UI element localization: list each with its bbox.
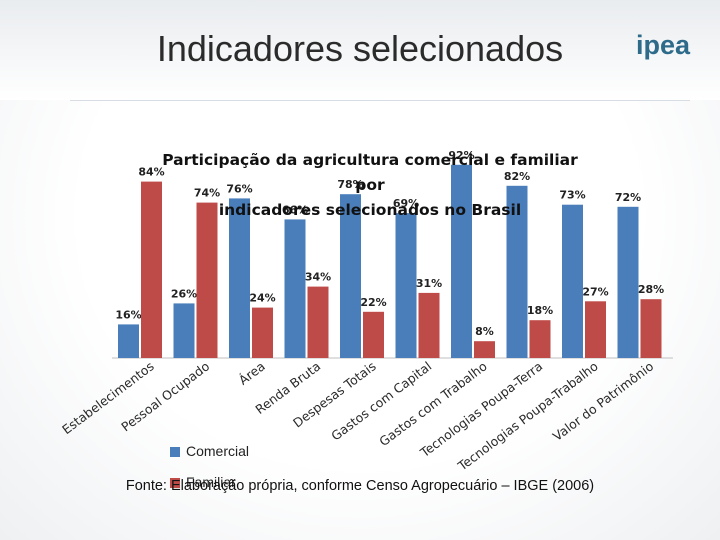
bar-familiar [585,301,606,358]
data-label: 92% [448,149,474,162]
legend-swatch-comercial [170,447,180,458]
header-divider [70,100,690,101]
legend-swatch-familiar [170,478,180,489]
bar-familiar [418,292,440,358]
data-label: 66% [282,203,308,216]
bar-familiar [252,307,273,358]
category-label: Valor do Patrimônio [550,358,656,443]
data-label: 72% [615,191,641,204]
data-label: 78% [337,178,363,191]
category-label: Área [236,358,268,387]
bar-comercial [395,213,417,358]
data-label: 84% [138,166,164,179]
bar-comercial [284,219,306,358]
category-label: Gastos com Capital [328,358,434,443]
ipea-logo: ipea [636,30,696,70]
bar-familiar [196,202,218,358]
bar-familiar [640,299,662,358]
chart-title-line2: indicadores selecionados no Brasil [218,201,522,219]
legend-label-comercial: Comercial [186,443,250,459]
bar-comercial [173,303,195,358]
data-label: 76% [226,182,252,195]
header-band [0,0,720,100]
data-label: 74% [194,187,220,200]
bar-familiar [529,320,551,358]
bar-familiar [307,286,329,358]
data-label: 18% [527,304,553,317]
bar-comercial [451,164,472,358]
bar-comercial [562,204,583,358]
data-label: 73% [559,189,585,202]
data-label: 22% [360,296,386,309]
bar-familiar [363,311,384,358]
data-label: 69% [393,197,419,210]
data-label: 8% [475,325,494,338]
bar-comercial [229,198,250,358]
data-label: 27% [582,285,608,298]
bar-comercial [118,324,139,358]
chart-title-line1: Participação da agricultura comercial e … [162,151,578,194]
logo-text: ipea [636,30,691,60]
bar-familiar [474,341,495,358]
bar-comercial [617,206,639,358]
data-label: 26% [171,287,197,300]
data-label: 34% [305,271,331,284]
bar-familiar [141,181,162,358]
category-label: Estabelecimentos [59,358,157,437]
data-label: 31% [416,277,442,290]
legend-item-familiar: Familiar [170,474,236,490]
bar-comercial [506,185,528,358]
data-label: 28% [638,283,664,296]
data-label: 24% [249,292,275,305]
legend-item-comercial: Comercial [170,443,249,459]
chart-title: Participação da agricultura comercial e … [150,148,590,223]
legend-label-familiar: Familiar [186,474,236,490]
data-label: 16% [115,308,141,321]
slide-title: Indicadores selecionados [156,28,564,69]
data-label: 82% [504,170,530,183]
bar-comercial [340,194,361,358]
source-note: Fonte: Elaboração própria, conforme Cens… [125,478,595,494]
